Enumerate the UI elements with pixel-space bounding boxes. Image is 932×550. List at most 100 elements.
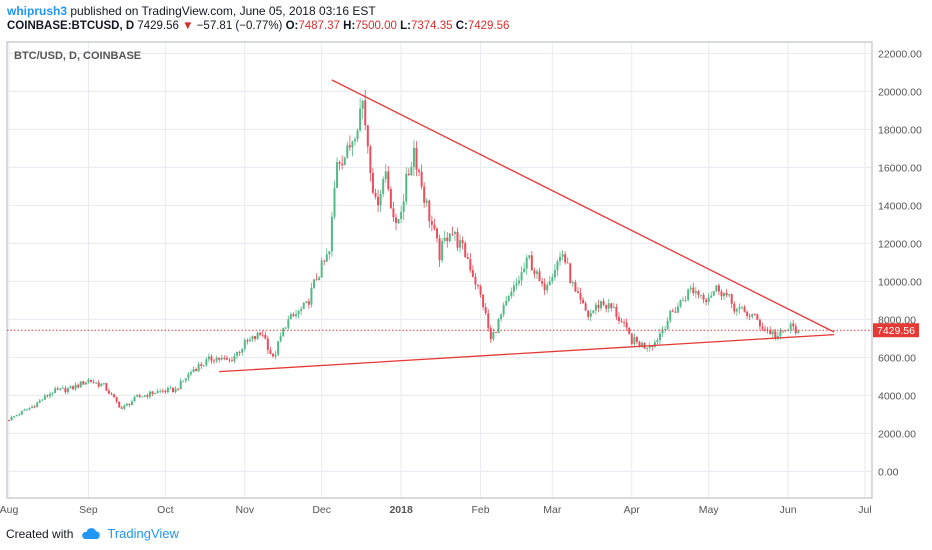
- candle-body: [448, 233, 451, 242]
- candle-body: [323, 260, 326, 262]
- candle-body: [387, 171, 390, 190]
- candle-body: [20, 410, 23, 415]
- candle-body: [351, 141, 354, 148]
- candle-body: [617, 316, 620, 321]
- candle-body: [566, 262, 569, 264]
- candle-body: [238, 351, 241, 353]
- candle-body: [505, 300, 508, 305]
- candle-body: [382, 179, 385, 194]
- candle-body: [202, 365, 205, 366]
- candle-body: [474, 276, 477, 285]
- candle-body: [251, 336, 254, 340]
- candle-body: [59, 388, 62, 390]
- high-label: H:: [343, 20, 356, 32]
- candle-body: [15, 415, 18, 417]
- candle-body: [630, 333, 633, 345]
- candle-body: [205, 359, 208, 366]
- candle-body: [740, 307, 743, 309]
- candle-body: [579, 293, 582, 300]
- candle-body: [658, 333, 661, 341]
- candle-body: [587, 310, 590, 317]
- candle-body: [446, 237, 449, 242]
- x-tick-label: Jun: [780, 504, 797, 516]
- candle-body: [769, 330, 772, 335]
- candle-body: [720, 291, 723, 297]
- candle-body: [271, 353, 274, 357]
- footer: Created with TradingView: [6, 526, 179, 541]
- candle-body: [82, 381, 85, 385]
- x-tick-label: Oct: [157, 504, 173, 516]
- candle-body: [571, 282, 574, 284]
- candle-body: [418, 169, 421, 172]
- candle-body: [682, 300, 685, 302]
- candle-body: [687, 289, 690, 301]
- candle-body: [182, 380, 185, 382]
- candle-body: [530, 255, 533, 271]
- candle-body: [646, 347, 649, 349]
- candle-body: [774, 331, 777, 338]
- candle-body: [797, 330, 800, 334]
- candle-body: [154, 393, 157, 395]
- candle-body: [407, 173, 410, 176]
- candle-body: [161, 390, 164, 392]
- candle-body: [484, 307, 487, 314]
- candle-body: [592, 310, 595, 313]
- candle-body: [405, 173, 408, 202]
- open-value: 7487.37: [298, 20, 340, 32]
- candle-body: [136, 395, 139, 397]
- x-tick-label: Aug: [0, 504, 18, 516]
- x-tick-label: Dec: [312, 504, 331, 516]
- candle-body: [430, 221, 433, 225]
- candle-body: [36, 402, 39, 408]
- candle-body: [143, 395, 146, 397]
- candle-body: [792, 323, 795, 327]
- candle-body: [259, 332, 262, 335]
- candle-body: [428, 200, 431, 222]
- candle-body: [356, 130, 359, 140]
- candle-body: [569, 263, 572, 284]
- candle-body: [699, 294, 702, 296]
- tradingview-brand-link[interactable]: TradingView: [107, 526, 179, 541]
- candle-body: [297, 311, 300, 315]
- candle-body: [195, 369, 198, 371]
- candle-body: [279, 336, 282, 342]
- candle-body: [100, 384, 103, 387]
- y-tick-label: 16000.00: [878, 162, 922, 174]
- candle-body: [561, 254, 564, 257]
- x-tick-label: Jul: [858, 504, 871, 516]
- candle-body: [443, 237, 446, 241]
- candle-body: [607, 303, 610, 309]
- candle-body: [223, 357, 226, 359]
- candle-body: [651, 346, 654, 348]
- candle-body: [620, 320, 623, 323]
- candle-body: [236, 351, 239, 356]
- candle-body: [215, 357, 218, 361]
- candle-body: [374, 192, 377, 197]
- candle-body: [300, 309, 303, 312]
- candle-body: [138, 395, 141, 397]
- candle-body: [113, 394, 116, 398]
- candle-body: [436, 228, 438, 239]
- candle-body: [33, 406, 36, 408]
- candle-body: [400, 211, 403, 220]
- candle-body: [689, 287, 692, 290]
- candle-body: [574, 282, 577, 292]
- candle-body: [61, 387, 64, 389]
- author-link[interactable]: whiprush3: [7, 4, 68, 18]
- candle-body: [228, 359, 231, 361]
- candle-body: [66, 388, 69, 393]
- candle-body: [241, 348, 244, 353]
- candle-body: [79, 381, 82, 388]
- candle-body: [197, 364, 200, 371]
- candle-body: [712, 291, 715, 296]
- candle-body: [784, 330, 787, 332]
- candle-body: [489, 328, 492, 340]
- candle-body: [623, 322, 626, 323]
- candle-body: [551, 277, 554, 282]
- candle-body: [751, 313, 754, 317]
- candle-body: [277, 341, 280, 355]
- candle-body: [10, 416, 13, 421]
- candle-body: [302, 302, 305, 310]
- candle-body: [420, 171, 423, 187]
